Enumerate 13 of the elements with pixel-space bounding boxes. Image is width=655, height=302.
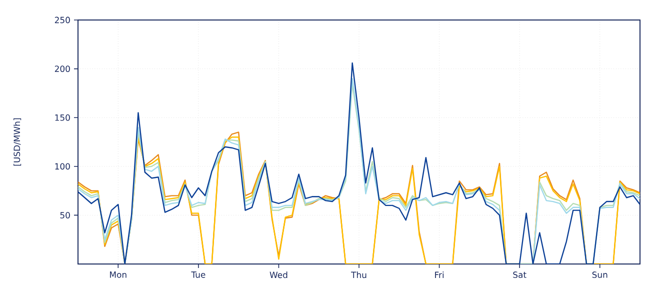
x-tick-label: Mon: [110, 272, 126, 278]
x-tick-label: Thu: [351, 272, 366, 278]
y-axis-title: [USD/MWh]: [14, 118, 22, 166]
y-tick-label: 50: [60, 212, 70, 218]
x-tick-label: Wed: [270, 272, 288, 278]
y-tick-label: 150: [55, 114, 70, 121]
y-tick-label: 100: [55, 163, 70, 170]
y-tick-label: 200: [54, 66, 70, 72]
x-tick-label: Tue: [191, 272, 206, 278]
x-tick-label: Sat: [513, 272, 526, 278]
x-tick-label: Fri: [435, 272, 444, 278]
y-tick-label: 250: [54, 16, 70, 24]
x-tick-label: Sun: [592, 272, 608, 278]
